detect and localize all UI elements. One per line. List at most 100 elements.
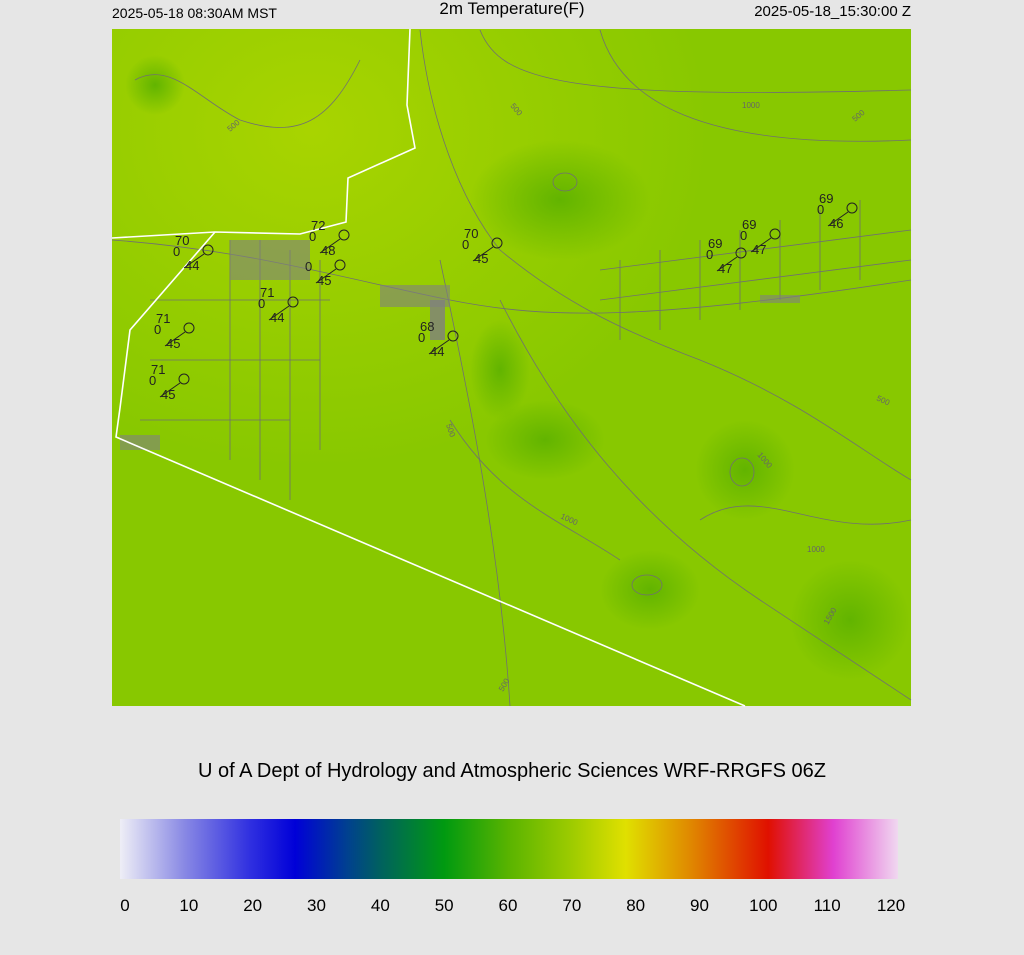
wind-speed: 0	[462, 237, 469, 252]
wind-barb	[268, 305, 290, 321]
urban-area	[120, 435, 160, 450]
valid-local: 2025-05-18 08:30AM MST	[112, 5, 277, 21]
cool-area	[485, 400, 605, 480]
wind-barb	[716, 256, 738, 272]
cool-area	[790, 560, 910, 680]
dewpoint: 44	[185, 258, 199, 273]
urban-area	[430, 300, 445, 340]
temperature: 70	[175, 233, 189, 248]
wind-barb	[319, 238, 341, 254]
dewpoint: 45	[474, 251, 488, 266]
temperature: 71	[260, 285, 274, 300]
wind-speed: 0	[309, 229, 316, 244]
road	[599, 29, 912, 142]
contour	[552, 172, 578, 192]
dewpoint: 45	[317, 273, 331, 288]
contour	[449, 419, 621, 561]
wind-barb	[159, 382, 181, 398]
credit: U of A Dept of Hydrology and Atmospheric…	[198, 760, 826, 782]
station-circle	[183, 322, 195, 334]
colorbar-tick-label: 90	[690, 896, 709, 915]
wind-barb	[164, 331, 186, 347]
wind-barb	[428, 339, 450, 355]
wind-barb	[750, 237, 772, 253]
colorbar-tick-label: 10	[179, 896, 198, 915]
wind-speed: 0	[149, 373, 156, 388]
wind-speed: 0	[305, 259, 312, 274]
temperature: 69	[742, 217, 756, 232]
temperature: 69	[819, 191, 833, 206]
wind-barb	[183, 253, 205, 269]
urban-areas	[120, 240, 800, 450]
station-circle	[491, 237, 503, 249]
temperature: 69	[708, 236, 722, 251]
colorbar-tick-label: 0	[120, 896, 129, 915]
borders	[111, 28, 746, 707]
station-circle	[338, 229, 350, 241]
contour	[134, 59, 361, 128]
temperature: 72	[311, 218, 325, 233]
colorbar-ticks: 0 10 20 30 40 50 60 70 80 90 100 110 120	[120, 896, 905, 915]
wind-speed: 0	[173, 244, 180, 259]
map: 7004472048045710447104571045680447004569…	[111, 28, 912, 707]
wind-speed: 0	[418, 330, 425, 345]
temperature: 68	[420, 319, 434, 334]
colorbar-tick-label: 100	[749, 896, 777, 915]
cool-area	[125, 55, 185, 115]
contour-label: 500	[444, 423, 457, 439]
road	[499, 299, 912, 701]
colorbar-tick-label: 20	[243, 896, 262, 915]
contour	[699, 505, 912, 525]
contour-label: 1000	[807, 545, 825, 554]
urban-area	[760, 295, 800, 303]
wind-speed: 0	[258, 296, 265, 311]
station-circle	[334, 259, 346, 271]
station-circle	[287, 296, 299, 308]
road-grid	[599, 200, 912, 340]
map-title: 2m Temperature(F)	[439, 0, 584, 18]
contour	[631, 574, 663, 596]
contour	[729, 457, 755, 487]
border	[115, 231, 746, 707]
dewpoint: 47	[718, 261, 732, 276]
wind-barb	[827, 211, 849, 227]
colorbar-tick-label: 30	[307, 896, 326, 915]
colorbar-tick-label: 80	[626, 896, 645, 915]
wind-speed: 0	[817, 202, 824, 217]
cool-area	[600, 550, 700, 630]
border	[111, 28, 416, 239]
station-circle	[447, 330, 459, 342]
road	[439, 259, 511, 707]
contour-label: 1000	[742, 101, 760, 110]
wind-speed: 0	[740, 228, 747, 243]
temperature: 71	[156, 311, 170, 326]
colorbar-tick-label: 70	[562, 896, 581, 915]
colorbar	[120, 819, 898, 879]
dewpoint: 44	[270, 310, 284, 325]
dewpoint: 45	[161, 387, 175, 402]
colorbar-tick-label: 40	[371, 896, 390, 915]
wind-barb	[472, 246, 494, 262]
wind-speed: 0	[706, 247, 713, 262]
station-circle	[846, 202, 858, 214]
station-circle	[735, 247, 747, 259]
roads	[111, 29, 912, 707]
cool-area	[470, 320, 530, 420]
colorbar-tick-label: 120	[877, 896, 905, 915]
road-grid	[140, 240, 330, 500]
dewpoint: 48	[321, 243, 335, 258]
colorbar-tick-label: 110	[814, 896, 841, 915]
temperature: 71	[151, 362, 165, 377]
station-circle	[769, 228, 781, 240]
temperature: 70	[464, 226, 478, 241]
dewpoint: 45	[166, 336, 180, 351]
wind-barb	[315, 268, 337, 284]
wind-speed: 0	[154, 322, 161, 337]
station-plots: 7004472048045710447104571045680447004569…	[149, 191, 858, 402]
road	[479, 29, 912, 93]
station-circle	[202, 244, 214, 256]
cool-area	[695, 420, 795, 520]
dewpoint: 44	[430, 344, 444, 359]
road	[419, 29, 912, 481]
